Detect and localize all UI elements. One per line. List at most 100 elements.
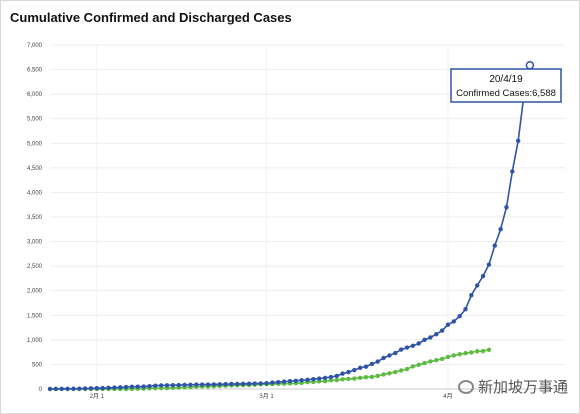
data-point — [71, 386, 76, 391]
data-point — [158, 383, 164, 388]
data-point — [252, 381, 258, 386]
data-point — [463, 307, 468, 312]
data-point — [410, 343, 416, 348]
data-point — [164, 383, 170, 388]
data-point — [469, 350, 474, 355]
data-point — [404, 345, 410, 350]
data-point — [322, 378, 328, 384]
data-point — [475, 349, 480, 354]
tooltip-date: 20/4/19 — [489, 74, 523, 85]
data-point — [147, 383, 152, 389]
data-point — [82, 386, 88, 391]
data-point — [77, 386, 82, 391]
data-point — [457, 314, 462, 319]
data-point — [375, 373, 380, 379]
data-point — [352, 376, 357, 381]
y-axis: 0 500 1,000 1,500 2,000 2,500 3,000 3,500 4,000 4… — [27, 43, 43, 393]
data-point — [305, 377, 310, 383]
data-point — [480, 348, 486, 354]
y-tick-label: 6,000 — [27, 92, 43, 98]
data-point — [258, 381, 263, 386]
data-point — [369, 361, 375, 367]
data-point — [53, 386, 59, 392]
data-point — [439, 356, 445, 362]
y-tick-label: 5,500 — [27, 117, 43, 123]
data-point — [328, 378, 334, 383]
data-point — [475, 283, 480, 288]
data-point — [217, 382, 222, 387]
data-point — [199, 382, 205, 387]
data-point — [106, 385, 111, 391]
watermark: 新加坡万事通 — [458, 376, 568, 397]
tooltip-box — [450, 68, 562, 103]
data-point — [129, 384, 135, 389]
data-point — [486, 347, 492, 352]
data-point — [340, 377, 345, 382]
data-point — [235, 381, 240, 387]
data-point — [387, 353, 392, 358]
data-point — [393, 350, 398, 356]
data-point — [141, 384, 146, 389]
data-point — [422, 337, 427, 343]
y-tick-label: 3,500 — [27, 215, 43, 221]
data-point — [176, 382, 181, 388]
data-point — [369, 374, 375, 380]
data-point — [428, 359, 433, 364]
x-tick-label: 2月 1 — [90, 393, 105, 400]
wechat-icon — [458, 379, 474, 394]
y-tick-label: 1,500 — [27, 313, 43, 319]
data-point — [153, 383, 158, 388]
data-point — [47, 386, 53, 392]
data-point — [88, 386, 94, 391]
data-point — [498, 226, 503, 232]
data-point — [422, 360, 427, 366]
data-point — [229, 381, 234, 387]
data-point — [451, 319, 457, 324]
y-tick-label: 3,000 — [27, 240, 43, 246]
data-point — [439, 328, 445, 333]
data-point — [375, 359, 380, 364]
data-point — [357, 375, 363, 380]
y-tick-label: 4,000 — [27, 190, 43, 196]
x-tick-label: 3月 1 — [259, 393, 274, 400]
data-point — [240, 381, 246, 386]
chart-title: Cumulative Confirmed and Discharged Case… — [10, 10, 292, 25]
data-point — [515, 138, 521, 144]
data-point — [276, 380, 281, 385]
data-point — [381, 372, 386, 377]
data-point — [346, 376, 351, 382]
y-tick-label: 1,000 — [27, 338, 43, 344]
data-point — [398, 347, 404, 352]
series-line-1 — [50, 348, 490, 390]
data-point — [393, 369, 398, 375]
data-point — [445, 354, 451, 360]
y-tick-label: 2,500 — [27, 264, 43, 270]
data-point — [416, 362, 421, 368]
data-point — [480, 273, 486, 279]
data-point — [352, 367, 357, 373]
data-point — [363, 375, 369, 380]
data-point — [287, 378, 293, 384]
data-point — [463, 351, 468, 356]
data-point — [223, 381, 228, 387]
data-point — [94, 386, 100, 391]
data-point — [398, 368, 404, 373]
data-point — [457, 352, 462, 357]
data-point — [504, 205, 509, 210]
y-tick-label: 4,500 — [27, 166, 43, 172]
data-point — [170, 383, 176, 388]
highlighted-point — [525, 60, 535, 70]
data-point — [194, 382, 199, 387]
data-point — [299, 378, 304, 383]
series-line-0 — [50, 65, 531, 390]
data-point — [416, 341, 421, 346]
data-point — [246, 381, 252, 386]
tooltip-layer: 20/4/19 Confirmed Cases:6,588 — [450, 60, 562, 103]
data-point — [510, 169, 515, 174]
data-point — [281, 379, 287, 384]
data-point — [118, 385, 123, 390]
data-point — [293, 378, 298, 384]
data-point — [65, 386, 70, 391]
data-point — [264, 381, 269, 386]
